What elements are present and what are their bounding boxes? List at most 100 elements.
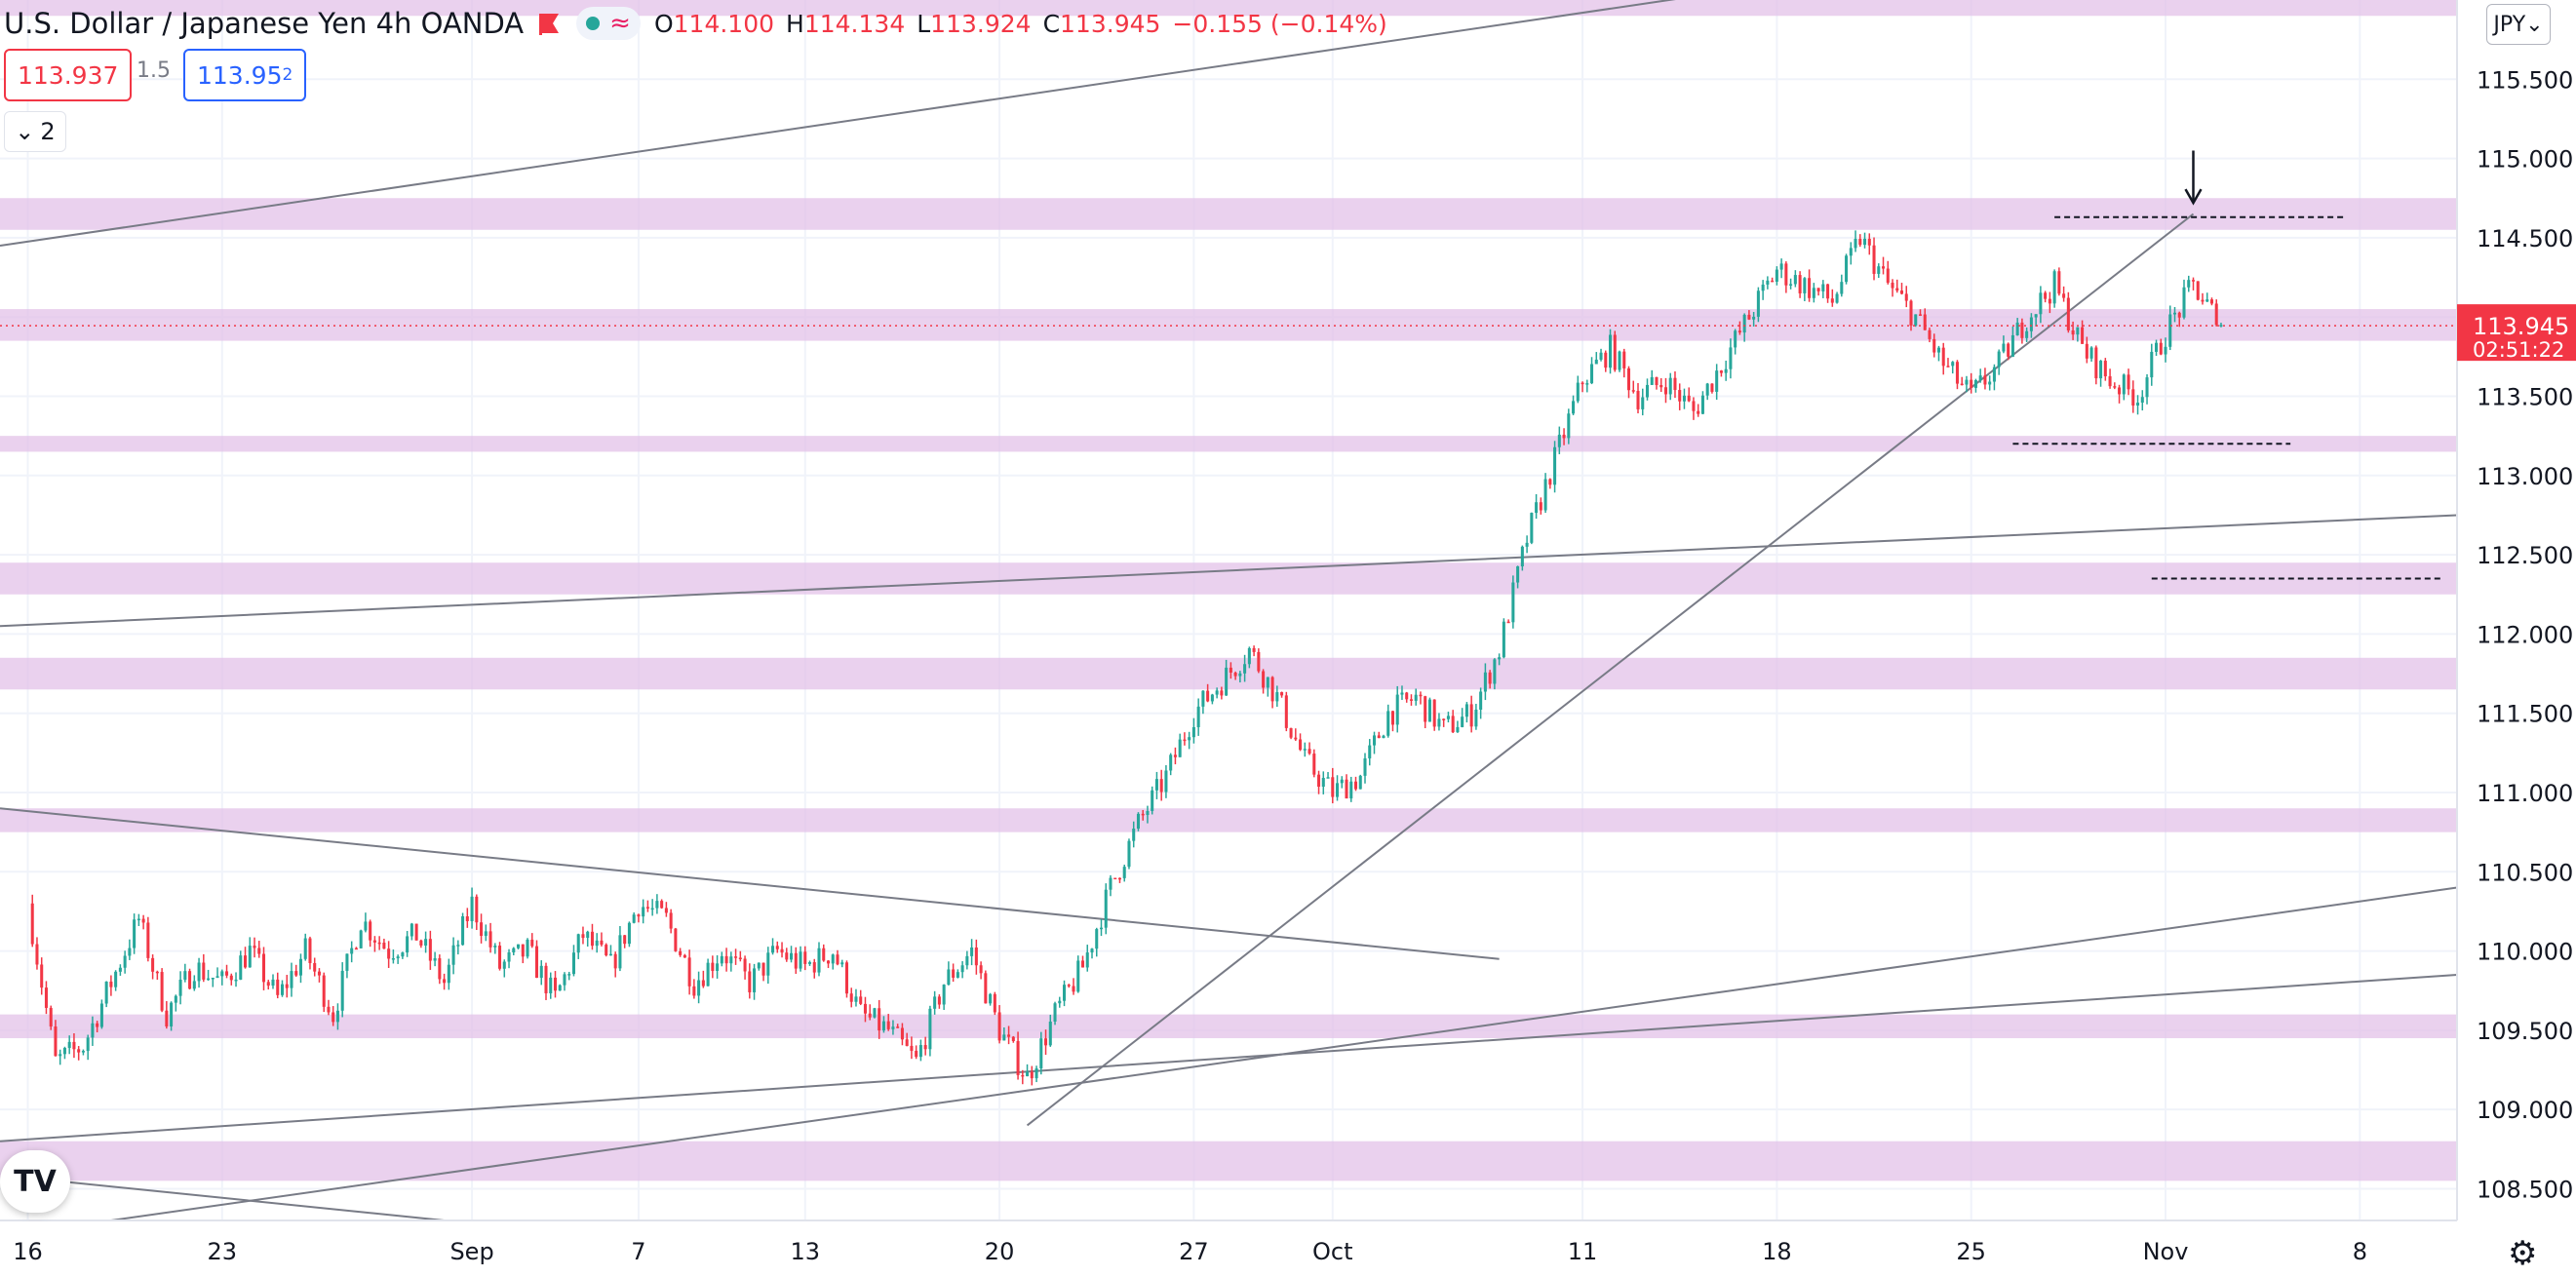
- candle-body: [1729, 347, 1733, 369]
- candle-body: [637, 914, 641, 917]
- time-tick-label: Nov: [2143, 1238, 2189, 1265]
- candle-body: [799, 951, 802, 969]
- candle-body: [1215, 690, 1219, 695]
- flag-icon[interactable]: [537, 12, 563, 35]
- currency-selector[interactable]: JPY ⌄: [2486, 4, 2551, 45]
- candle-body: [1372, 735, 1377, 746]
- candle-body: [1590, 364, 1594, 384]
- candle-body: [558, 985, 562, 991]
- sell-button[interactable]: 113.937: [4, 49, 133, 101]
- candle-body: [1317, 774, 1321, 788]
- candle-body: [2052, 271, 2056, 304]
- candle-body: [1122, 867, 1126, 878]
- tradingview-logo[interactable]: TV: [0, 1150, 70, 1213]
- candle-body: [1154, 779, 1158, 791]
- candle-body: [220, 971, 224, 977]
- candle-body: [317, 971, 321, 976]
- candle-body: [1479, 691, 1483, 711]
- indicators-collapse-button[interactable]: ⌄ 2: [4, 111, 66, 152]
- sr-zone: [0, 657, 2457, 690]
- candle-body: [544, 965, 548, 993]
- candle-body: [1562, 434, 1566, 439]
- candle-body: [1997, 351, 2001, 368]
- candle-body: [512, 948, 516, 952]
- change-value: −0.155 (−0.14%): [1172, 9, 1387, 38]
- candle-body: [174, 995, 177, 1003]
- candle-body: [1766, 280, 1770, 285]
- candle-body: [1275, 692, 1279, 702]
- candle-body: [1655, 376, 1659, 386]
- last-price-badge: [2457, 304, 2576, 362]
- candle-body: [1867, 238, 1871, 246]
- sr-zone: [0, 309, 2457, 341]
- status-pill[interactable]: ≈: [576, 7, 641, 40]
- candle-body: [1358, 775, 1362, 790]
- time-tick-label: Oct: [1312, 1238, 1353, 1265]
- candle-body: [886, 1021, 890, 1029]
- candle-body: [849, 993, 853, 1002]
- candle-body: [1854, 238, 1857, 249]
- candle-body: [1414, 694, 1418, 701]
- candle-body: [271, 979, 275, 987]
- candle-body: [1345, 779, 1348, 799]
- candle-body: [1340, 779, 1344, 784]
- candle-body: [1127, 840, 1131, 868]
- candle-body: [2118, 387, 2122, 395]
- candle-body: [2099, 361, 2103, 379]
- candle-body: [674, 928, 678, 951]
- candle-body: [1882, 266, 1886, 269]
- candle-body: [1400, 692, 1404, 695]
- trend-line: [55, 1180, 445, 1221]
- candle-body: [2103, 361, 2107, 377]
- candle-body: [692, 986, 696, 996]
- time-tick-label: 23: [208, 1238, 238, 1265]
- candle-body: [99, 1003, 103, 1027]
- symbol-title[interactable]: U.S. Dollar / Japanese Yen 4h OANDA: [4, 7, 524, 40]
- buy-button[interactable]: 113.95 2: [183, 49, 307, 101]
- candle-body: [1151, 790, 1154, 811]
- candle-body: [757, 962, 761, 969]
- candle-body: [1427, 699, 1431, 722]
- candle-body: [881, 1021, 885, 1031]
- candle-body: [1673, 377, 1677, 391]
- candle-body: [207, 978, 211, 981]
- broker-label: OANDA: [420, 7, 525, 40]
- candle-body: [1419, 694, 1423, 697]
- candle-body: [1048, 1021, 1052, 1046]
- candle-body: [1483, 672, 1487, 692]
- candle-body: [1539, 502, 1542, 511]
- candle-body: [785, 952, 789, 960]
- candle-body: [1188, 737, 1191, 741]
- candle-body: [1932, 338, 1936, 353]
- candle-body: [530, 939, 534, 947]
- candle-body: [1715, 370, 1719, 392]
- candle-body: [1816, 288, 1820, 291]
- candle-body: [928, 1008, 932, 1050]
- candle-body: [1863, 238, 1867, 246]
- candle-body: [49, 1007, 53, 1027]
- candle-body: [1243, 664, 1247, 674]
- candle-body: [1609, 334, 1613, 368]
- candle-body: [567, 974, 571, 976]
- gear-icon[interactable]: ⚙: [2508, 1234, 2538, 1273]
- candle-body: [192, 981, 196, 989]
- candle-body: [2219, 325, 2223, 327]
- candle-body: [1918, 314, 1923, 316]
- candle-body: [81, 1051, 85, 1053]
- candle-body: [1437, 718, 1441, 727]
- candle-body: [239, 955, 243, 980]
- candle-body: [1909, 300, 1913, 326]
- candle-body: [1821, 284, 1825, 291]
- candle-body: [627, 922, 631, 945]
- candle-body: [40, 964, 44, 988]
- candle-body: [918, 1045, 922, 1058]
- candle-body: [211, 977, 215, 980]
- candle-body: [1308, 749, 1311, 755]
- candle-body: [2164, 346, 2167, 355]
- candle-body: [1530, 513, 1534, 543]
- candle-body: [2089, 347, 2093, 359]
- price-tick-label: 115.000: [2477, 146, 2573, 174]
- candle-body: [2034, 314, 2038, 318]
